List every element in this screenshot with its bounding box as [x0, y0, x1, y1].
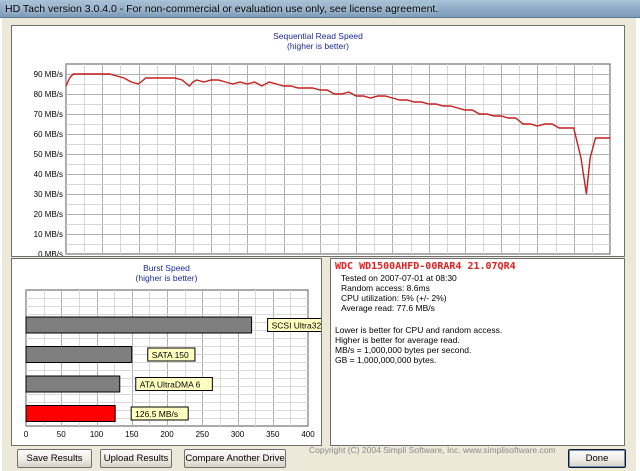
cpu-utilization: CPU utilization: 5% (+/- 2%)	[341, 293, 447, 303]
random-access: Random access: 8.6ms	[341, 283, 430, 293]
burst-label-text: SATA 150	[152, 350, 189, 360]
read-y-tick-label: 50 MB/s	[34, 150, 63, 159]
read-y-tick-label: 60 MB/s	[34, 130, 63, 139]
read-speed-line	[65, 73, 610, 195]
burst-bar-label: SATA 150	[147, 347, 196, 362]
burst-bar-label: ATA UltraDMA 6	[135, 377, 213, 391]
done-button[interactable]: Done	[568, 449, 626, 468]
compare-drive-button[interactable]: Compare Another Drive	[184, 449, 286, 468]
burst-speed-panel: Burst Speed (higher is better) SCSI Ultr…	[11, 258, 322, 446]
title-bar[interactable]: HD Tach version 3.0.4.0 - For non-commer…	[0, 0, 640, 18]
read-chart-subtitle: (higher is better)	[287, 41, 349, 51]
read-y-tick-label: 40 MB/s	[34, 170, 63, 179]
drive-name: WDC WD1500AHFD-00RAR4 21.07QR4	[335, 261, 516, 272]
read-y-tick-label: 20 MB/s	[34, 210, 63, 219]
burst-x-tick-label: 350	[266, 430, 280, 439]
note-higher-better: Higher is better for average read.	[335, 335, 460, 345]
upload-results-button[interactable]: Upload Results	[100, 449, 172, 468]
save-results-button[interactable]: Save Results	[17, 449, 92, 468]
burst-x-tick-label: 50	[57, 430, 66, 439]
drive-info-panel: WDC WD1500AHFD-00RAR4 21.07QR4 Tested on…	[330, 258, 625, 446]
burst-label-text: ATA UltraDMA 6	[140, 380, 201, 390]
burst-x-tick-label: 150	[125, 430, 139, 439]
read-chart-title: Sequential Read Speed	[273, 31, 363, 41]
burst-x-tick-label: 400	[301, 430, 315, 439]
burst-label-box	[267, 318, 321, 332]
read-y-tick-label: 70 MB/s	[34, 110, 63, 119]
read-y-tick-label: 10 MB/s	[34, 230, 63, 239]
burst-label-text: SCSI Ultra320	[272, 321, 321, 331]
note-lower-better: Lower is better for CPU and random acces…	[335, 325, 503, 335]
sequential-read-chart: 0 MB/s 10 MB/s 20 MB/s 30 MB/s 40 MB/s 50 MB/…	[34, 63, 611, 256]
burst-x-tick-label: 300	[231, 430, 245, 439]
burst-label-text: 126.5 MB/s	[135, 409, 178, 419]
note-mbs-definition: MB/s = 1,000,000 bytes per second.	[335, 345, 472, 355]
burst-bar-label: 126.5 MB/s	[130, 406, 189, 421]
burst-x-tick-label: 100	[90, 430, 104, 439]
burst-label-box	[135, 377, 213, 391]
burst-bar	[25, 375, 121, 393]
burst-chart-title: Burst Speed	[143, 263, 190, 273]
burst-label-box	[130, 406, 189, 421]
burst-bar	[25, 316, 253, 334]
copyright-text: Copyright (C) 2004 Simpli Software, Inc.…	[309, 445, 556, 455]
burst-bar	[25, 346, 133, 363]
burst-bar-label: SCSI Ultra320	[267, 318, 321, 332]
read-y-tick-label: 80 MB/s	[34, 90, 63, 99]
client-area: Sequential Read Speed (higher is better)…	[2, 18, 636, 471]
burst-speed-chart: SCSI Ultra320 SATA 150 ATA UltraDMA 6 126.5…	[24, 289, 321, 439]
burst-chart-subtitle: (higher is better)	[135, 273, 198, 283]
tested-on: Tested on 2007-07-01 at 08:30	[341, 273, 457, 283]
sequential-read-panel: Sequential Read Speed (higher is better)…	[11, 25, 625, 257]
burst-x-tick-label: 250	[196, 430, 210, 439]
read-y-tick-label: 30 MB/s	[34, 190, 63, 199]
burst-x-tick-label: 0	[24, 430, 29, 439]
average-read: Average read: 77.6 MB/s	[341, 303, 435, 313]
burst-label-box	[147, 347, 196, 362]
burst-x-tick-label: 200	[160, 430, 174, 439]
read-y-tick-label: 90 MB/s	[34, 70, 63, 79]
note-gb-definition: GB = 1,000,000,000 bytes.	[335, 355, 437, 365]
burst-bar	[25, 405, 116, 422]
read-y-tick-label: 0 MB/s	[38, 250, 63, 256]
window-title: HD Tach version 3.0.4.0 - For non-commer…	[5, 3, 439, 15]
